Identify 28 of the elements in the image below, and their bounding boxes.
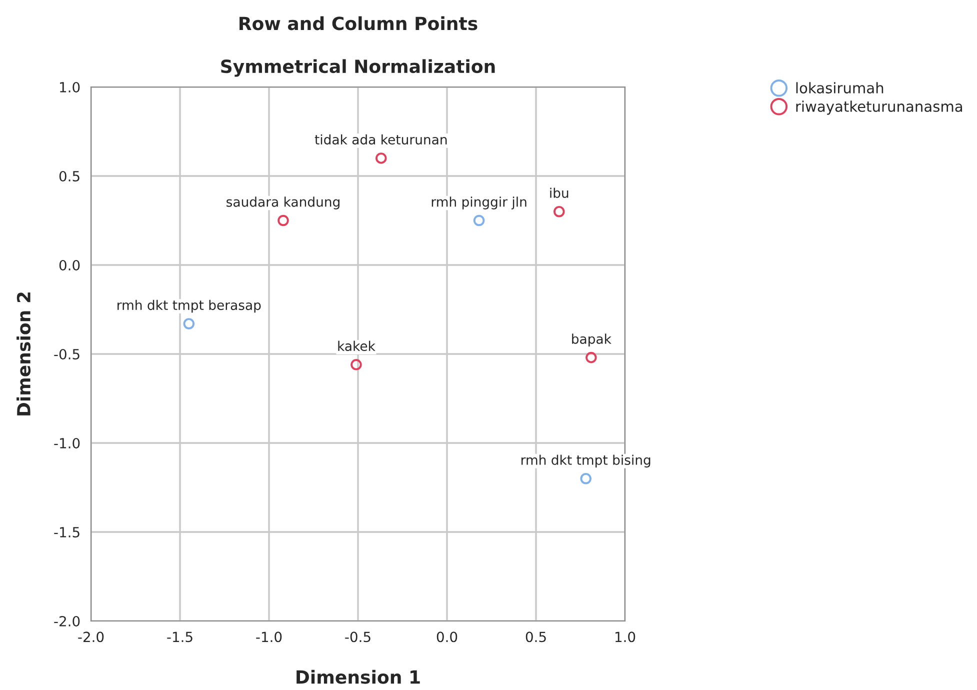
x-tick-label: 0.5 — [526, 632, 546, 642]
x-tick-label: -2.0 — [78, 632, 104, 642]
y-tick-label: -2.0 — [54, 616, 80, 626]
x-tick-label: -0.5 — [345, 632, 370, 642]
annotation: tidak ada keturunan — [314, 134, 447, 145]
annotation: rmh dkt tmpt berasap — [118, 300, 261, 313]
chart-subtitle: Symmetrical Normalization — [221, 59, 495, 77]
x-tick-label: -1.0 — [256, 632, 282, 642]
annotation: kakek — [338, 340, 376, 352]
x-tick-label: 1.0 — [615, 632, 636, 642]
legend-label: riwayatketurunanasma — [796, 100, 962, 115]
annotation: bapak — [572, 334, 612, 346]
y-tick-label: 0.5 — [59, 170, 80, 182]
annotation: ibu — [550, 188, 568, 198]
x-tick-label: -1.5 — [167, 632, 192, 642]
y-tick-label: -1.0 — [54, 438, 80, 448]
legend-label: lokasirumah — [796, 82, 884, 94]
x-axis-title: Dimension 1 — [296, 670, 420, 684]
y-tick-label: -0.5 — [54, 348, 80, 360]
y-tick-label: 0.0 — [59, 260, 80, 270]
y-axis-title: Dimension 2 — [16, 292, 31, 416]
x-tick-label: 0.0 — [436, 632, 458, 642]
annotation: rmh dkt tmpt bising — [522, 454, 650, 468]
annotation: saudara kandung — [226, 196, 340, 210]
chart-title: Row and Column Points — [240, 16, 478, 30]
annotation: rmh pinggir jln — [432, 196, 526, 210]
y-tick-label: 1.0 — [60, 82, 80, 92]
y-tick-label: -1.5 — [54, 527, 80, 538]
